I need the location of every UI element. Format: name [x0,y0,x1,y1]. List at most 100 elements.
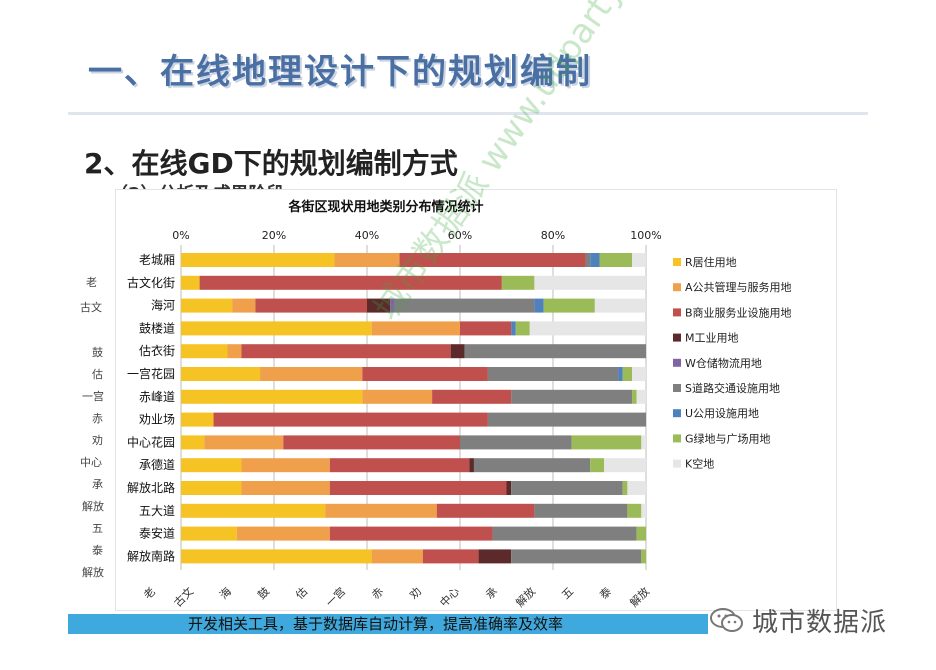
bottom-tick-label: 五 [559,585,576,602]
bar-segment [181,481,242,495]
bar-segment [604,458,646,473]
bottom-tick-label: 估 [293,585,310,602]
bar-segment [181,503,326,518]
x-tick-label: 100% [630,229,661,242]
bar-segment [213,412,488,427]
bar-segment [255,298,367,313]
bottom-tick-label: 一宫 [323,584,348,609]
bar-segment [473,458,591,473]
bottom-tick-label: 解放 [627,584,652,609]
bar-segment [636,526,646,541]
bar-segment [506,481,512,495]
bar-segment [181,526,237,541]
category-label: 老城厢 [139,253,175,267]
x-tick-label: 80% [541,229,565,242]
bottom-tick-label: 解放 [513,584,538,609]
bar-segment [232,298,256,313]
bar-segment [181,458,242,473]
land-use-chart: 各街区现状用地类别分布情况统计 0% 20% 40% 60% 80% 100% 老城厢古文化街… [127,199,792,610]
bar-segment [571,435,642,450]
bottom-tick-label: 承 [483,585,500,602]
bar-segment [325,503,437,518]
bottom-tick-label: 劝 [406,584,424,602]
bar-segment [590,458,605,473]
side-label: 鼓 [92,346,103,359]
bar-segment [501,275,535,290]
side-label: 解放 [82,500,104,513]
category-label: 泰安道 [139,526,175,541]
bottom-tick-label: 泰 [596,584,614,602]
bar-segment [511,549,642,564]
legend-label: M工业用地 [685,332,739,345]
bar-segment [641,435,646,450]
bar-segment [515,321,530,336]
side-label: 一宫 [82,390,104,403]
bar-segment [511,481,623,495]
category-label: 古文化街 [127,275,175,290]
bar-segment [627,503,642,518]
bar-segment [367,298,391,313]
legend-label: A公共管理与服务用地 [685,280,792,294]
footer-caption: 开发相关工具，基于数据库自动计算，提高准确率及效率 [188,615,564,633]
bar-segment [632,253,646,267]
bar-segment [283,435,460,450]
category-label: 解放北路 [127,480,175,495]
slide-subtitle: 2、在线GD下的规划编制方式 [84,147,458,180]
bar-segment [390,298,395,313]
side-label: 劝 [92,434,103,447]
bar-segment [450,344,465,359]
side-label: 解放 [82,566,104,579]
bar-segment [636,389,646,404]
category-label: 中心花园 [127,434,175,449]
bar-segment [511,321,516,336]
bottom-tick-label: 古文 [171,584,196,609]
bar-segment [181,298,233,313]
wechat-icon [710,608,743,632]
bar-segment [329,526,493,541]
bar-segment [599,253,633,267]
title-divider [68,112,868,115]
brand-name: 城市数据派 [752,608,888,638]
category-label: 劝业场 [139,412,175,427]
bar-segment [487,367,619,381]
bar-segment [478,549,512,564]
bottom-tick-label: 老 [141,585,158,602]
legend-label: G绿地与广场用地 [685,431,771,445]
side-label: 五 [92,522,103,535]
legend-label: K空地 [685,457,714,471]
legend-swatch [673,258,681,266]
bar-segment [227,344,242,359]
bottom-tick-label: 海 [216,584,234,602]
side-label: 中心 [80,456,102,469]
category-label: 鼓楼道 [139,320,175,335]
bar-segment [618,367,623,381]
category-label: 五大道 [139,504,175,518]
legend-label: B商业服务业设施用地 [685,305,792,319]
bar-segment [534,275,646,290]
category-label: 估衣街 [139,343,175,358]
bar-segment [181,435,205,450]
bar-segment [181,275,200,290]
bar-segment [460,435,572,450]
bar-segment [543,298,595,313]
side-label: 老 [86,276,97,289]
bottom-tick-label: 鼓 [254,584,272,602]
bar-segment [241,344,451,359]
legend-swatch [673,434,681,443]
legend-label: S道路交通设施用地 [685,381,780,395]
bar-segment [181,389,363,404]
bar-segment [511,389,633,404]
legend-swatch [673,409,681,418]
side-label: 赤 [92,412,103,425]
category-label: 海河 [151,298,175,313]
legend-label: U公用设施用地 [685,407,759,420]
bar-segment [181,367,261,381]
x-tick-label: 60% [448,229,472,242]
bar-segment [469,458,474,473]
bar-segment [181,253,335,267]
bar-segment [329,481,507,495]
bar-segment [181,412,214,427]
bar-segment [371,549,423,564]
legend-swatch [673,358,681,367]
bar-segment [585,253,591,267]
